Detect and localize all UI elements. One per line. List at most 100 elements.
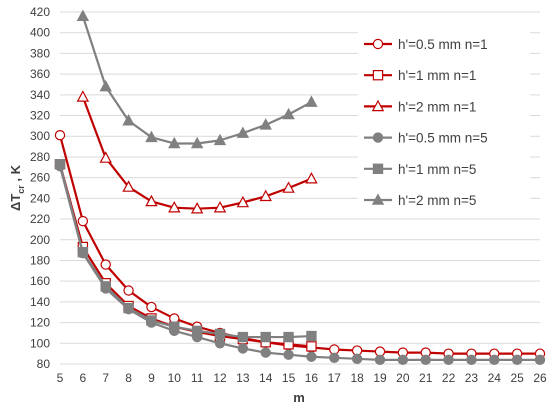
x-tick-label: 25 xyxy=(510,371,524,385)
data-point xyxy=(443,354,454,366)
y-tick-label: 360 xyxy=(30,67,50,81)
data-point xyxy=(282,107,295,120)
data-point xyxy=(77,246,89,258)
data-point xyxy=(168,136,181,149)
y-tick-label: 240 xyxy=(30,191,50,205)
data-point xyxy=(237,331,249,343)
data-point xyxy=(305,172,318,184)
data-point xyxy=(329,352,340,363)
series-5 xyxy=(54,158,317,343)
y-tick-labels: 80 100 120 140 160 180 200 220 240 260 280 300 320 34… xyxy=(30,5,50,371)
data-point xyxy=(213,201,227,213)
data-point xyxy=(76,90,90,102)
x-tick-label: 22 xyxy=(442,371,456,385)
data-point xyxy=(420,354,431,366)
data-point xyxy=(99,79,112,92)
data-point xyxy=(374,354,386,366)
data-point xyxy=(146,301,157,313)
data-point xyxy=(145,130,158,143)
series-group xyxy=(54,9,546,366)
data-point xyxy=(122,180,135,192)
x-tick-label: 9 xyxy=(148,371,155,385)
data-point xyxy=(283,349,294,360)
legend-marker xyxy=(372,132,384,143)
legend-item: h'=0.5 mm n=1 xyxy=(364,37,488,52)
legend-background xyxy=(358,26,530,216)
y-tick-label: 200 xyxy=(30,233,50,247)
x-tick-label: 19 xyxy=(373,371,387,385)
x-tick-label: 18 xyxy=(350,371,364,385)
data-point xyxy=(489,354,500,366)
y-tick-label: 300 xyxy=(30,129,50,143)
data-point xyxy=(99,151,112,163)
x-tick-label: 8 xyxy=(125,371,132,385)
y-axis-label: ΔTcr , K xyxy=(8,164,26,211)
data-point xyxy=(54,158,66,170)
data-point xyxy=(259,118,272,130)
data-point xyxy=(169,321,180,332)
x-tick-label: 7 xyxy=(102,371,109,385)
x-tick-label: 14 xyxy=(259,371,273,385)
y-tick-label: 140 xyxy=(30,295,50,309)
y-tick-label: 320 xyxy=(30,109,50,123)
data-point xyxy=(122,114,135,126)
y-tick-label: 160 xyxy=(30,274,50,288)
x-tick-labels: 5 6 7 8 9 10 11 12 13 14 15 16 17 18 19 20 21 22 23 24 25 26 xyxy=(57,371,547,385)
data-point xyxy=(100,281,111,292)
legend-item: h'=1 mm n=5 xyxy=(364,162,476,177)
x-tick-label: 6 xyxy=(80,371,87,385)
data-point xyxy=(305,95,318,107)
y-tick-label: 260 xyxy=(30,171,50,185)
legend-marker xyxy=(371,99,385,112)
y-tick-label: 340 xyxy=(30,88,50,102)
y-axis-label-subscript: cr xyxy=(16,185,26,194)
x-tick-label: 17 xyxy=(328,371,342,385)
data-point xyxy=(191,325,203,337)
data-point xyxy=(123,302,134,314)
y-tick-label: 380 xyxy=(30,46,50,60)
data-point xyxy=(397,354,409,366)
x-tick-label: 23 xyxy=(465,371,479,385)
x-tick-label: 16 xyxy=(305,371,319,385)
data-point xyxy=(190,202,204,214)
data-point xyxy=(306,330,317,342)
x-tick-label: 13 xyxy=(236,371,250,385)
y-tick-label: 420 xyxy=(30,5,50,19)
series-6 xyxy=(76,9,318,149)
y-tick-label: 100 xyxy=(30,336,50,350)
legend: h'=0.5 mm n=1 h'=1 mm n=1 h'=2 mm n=1 h'=0.… xyxy=(358,26,530,216)
x-tick-label: 21 xyxy=(419,371,433,385)
data-point xyxy=(466,354,477,366)
y-axis-label-suffix: , K xyxy=(8,164,23,185)
y-tick-label: 180 xyxy=(30,253,50,267)
series-line xyxy=(58,165,540,361)
data-point xyxy=(190,136,204,149)
data-point xyxy=(351,353,363,365)
legend-label: h'=0.5 mm n=5 xyxy=(398,131,488,146)
series-3 xyxy=(76,90,318,214)
x-tick-label: 12 xyxy=(213,371,227,385)
data-point xyxy=(100,259,111,270)
data-point xyxy=(237,343,249,354)
legend-label: h'=2 mm n=5 xyxy=(398,193,476,208)
x-tick-label: 26 xyxy=(533,371,547,385)
x-tick-label: 10 xyxy=(168,371,182,385)
data-point xyxy=(77,215,89,227)
legend-marker xyxy=(372,38,384,50)
legend-marker xyxy=(372,163,384,174)
legend-label: h'=0.5 mm n=1 xyxy=(398,37,488,52)
x-tick-label: 20 xyxy=(396,371,410,385)
legend-item: h'=2 mm n=5 xyxy=(364,193,476,208)
data-point xyxy=(214,338,226,349)
data-point xyxy=(283,331,294,343)
legend-label: h'=2 mm n=1 xyxy=(398,99,476,114)
legend-label: h'=1 mm n=5 xyxy=(398,162,476,177)
data-point xyxy=(260,331,271,343)
y-axis-label-main: ΔT xyxy=(8,194,23,211)
x-tick-label: 11 xyxy=(191,371,204,385)
legend-item: h'=0.5 mm n=5 xyxy=(364,131,488,146)
data-point xyxy=(534,354,546,366)
y-tick-label: 80 xyxy=(37,357,51,371)
data-point xyxy=(76,9,90,21)
